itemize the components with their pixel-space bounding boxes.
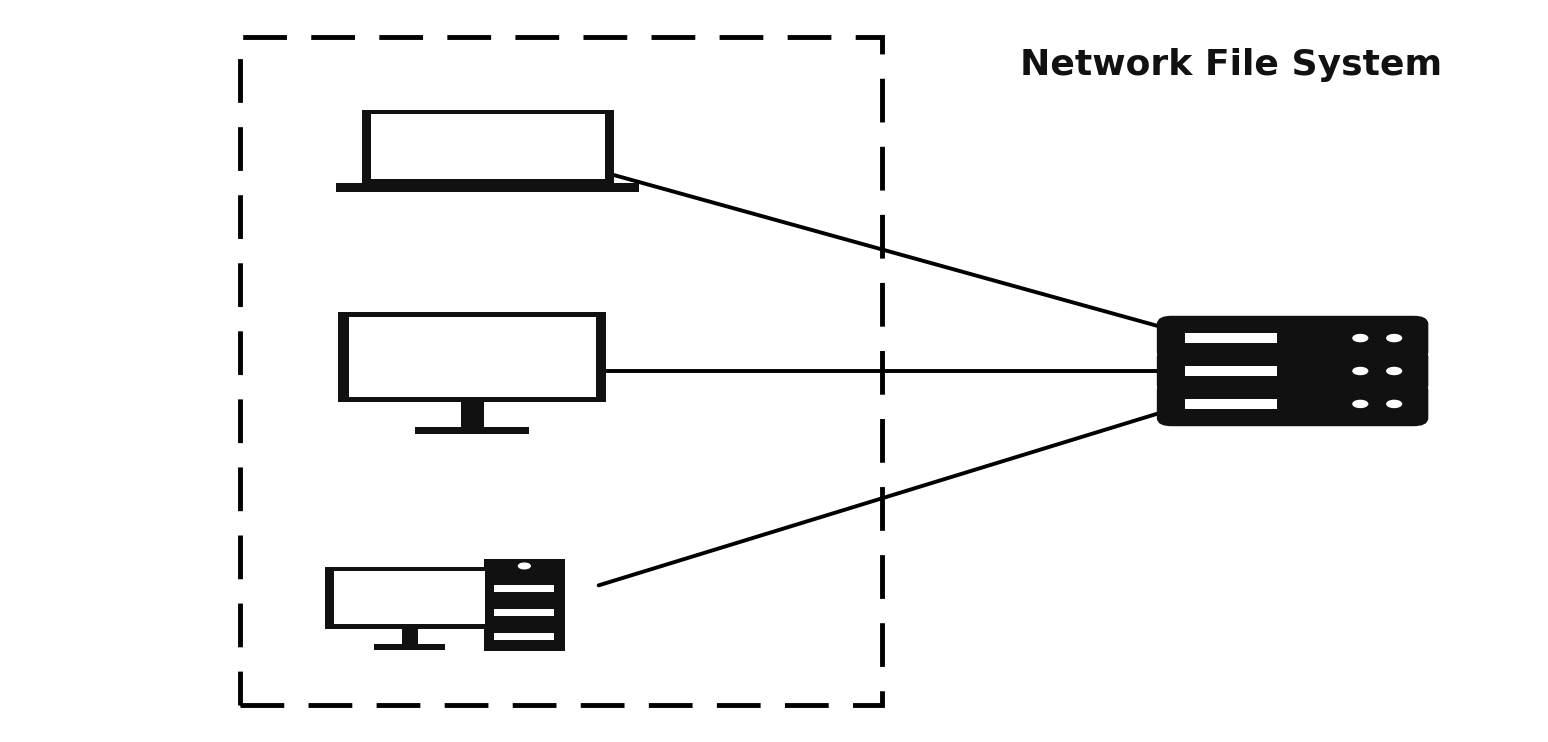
FancyBboxPatch shape <box>1186 333 1277 344</box>
FancyBboxPatch shape <box>485 559 565 651</box>
FancyBboxPatch shape <box>1159 351 1426 391</box>
FancyBboxPatch shape <box>1186 398 1277 410</box>
Circle shape <box>1353 335 1368 341</box>
FancyBboxPatch shape <box>334 571 486 625</box>
Circle shape <box>1387 335 1401 341</box>
FancyBboxPatch shape <box>325 567 494 628</box>
FancyBboxPatch shape <box>415 427 529 434</box>
Circle shape <box>1387 401 1401 407</box>
FancyBboxPatch shape <box>494 585 554 592</box>
FancyBboxPatch shape <box>401 628 418 644</box>
FancyBboxPatch shape <box>1186 366 1277 376</box>
FancyBboxPatch shape <box>461 401 483 427</box>
FancyBboxPatch shape <box>348 318 596 397</box>
FancyBboxPatch shape <box>337 312 607 401</box>
FancyBboxPatch shape <box>494 609 554 616</box>
FancyBboxPatch shape <box>362 110 613 184</box>
FancyBboxPatch shape <box>1159 384 1426 424</box>
FancyBboxPatch shape <box>1159 318 1426 358</box>
FancyBboxPatch shape <box>375 644 444 650</box>
Circle shape <box>1353 401 1368 407</box>
FancyBboxPatch shape <box>336 183 639 192</box>
FancyBboxPatch shape <box>494 633 554 640</box>
Circle shape <box>519 563 531 569</box>
Circle shape <box>1353 367 1368 375</box>
FancyBboxPatch shape <box>370 114 605 180</box>
Circle shape <box>1387 367 1401 375</box>
Text: Network File System: Network File System <box>1020 48 1441 82</box>
